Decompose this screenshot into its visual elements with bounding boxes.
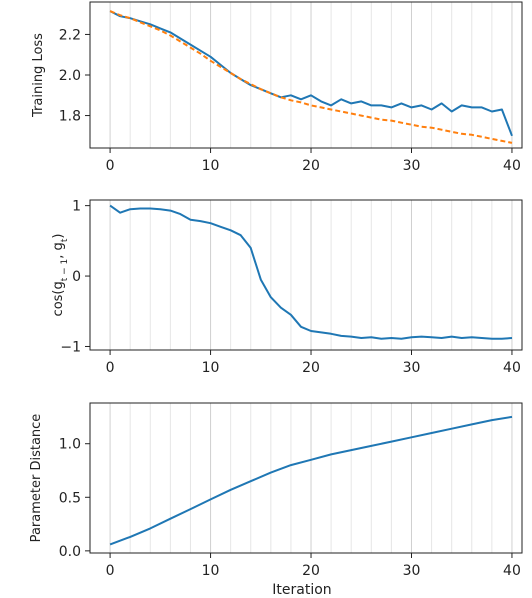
plot-frame — [89, 199, 523, 351]
series-line-0 — [109, 10, 513, 137]
y-tick-label: 2.2 — [59, 27, 81, 43]
y-tick-label: 0 — [72, 269, 81, 285]
y-tick-label: 1.8 — [59, 109, 81, 125]
y-tick-label: 1 — [72, 199, 81, 215]
x-tick-label: 10 — [202, 360, 220, 376]
y-tick-label: −1 — [60, 339, 81, 355]
y-axis-label: cos(gt − 1, gt) — [51, 234, 70, 317]
x-tick-label: 0 — [106, 360, 115, 376]
y-axis-label: Parameter Distance — [29, 414, 44, 543]
y-tick-label: 1.0 — [59, 437, 81, 453]
x-axis-label: Iteration — [272, 582, 331, 598]
x-tick-label: 30 — [403, 360, 421, 376]
x-tick-label: 30 — [403, 563, 421, 579]
series-line-1 — [109, 10, 513, 144]
plot-area — [90, 200, 522, 350]
x-tick-label: 20 — [302, 360, 320, 376]
x-tick-label: 0 — [106, 158, 115, 174]
y-axis-label: Training Loss — [31, 33, 46, 118]
x-tick-label: 40 — [503, 563, 521, 579]
training-loss-panel: 0 10 20 30 40 1.8 2.0 2.2 Training Loss — [31, 1, 523, 174]
y-tick-label: 0.0 — [59, 544, 81, 560]
x-tick-label: 30 — [403, 158, 421, 174]
x-tick-label: 40 — [503, 158, 521, 174]
gradient-cosine-panel: 0 10 20 30 40 −1 0 1 cos(gt − 1, gt) — [51, 199, 523, 376]
plot-frame — [89, 402, 523, 554]
x-tick-label: 10 — [202, 158, 220, 174]
y-tick-label: 2.0 — [59, 68, 81, 84]
x-tick-label: 40 — [503, 360, 521, 376]
series-line-0 — [109, 204, 513, 340]
parameter-distance-panel: 0 10 20 30 40 0.0 0.5 1.0 Parameter Distance Iter… — [29, 402, 523, 598]
plot-area — [90, 403, 522, 553]
plot-area — [90, 2, 522, 148]
series-line-0 — [109, 415, 513, 546]
x-tick-label: 20 — [302, 158, 320, 174]
y-tick-label: 0.5 — [59, 490, 81, 506]
x-tick-label: 0 — [106, 563, 115, 579]
x-tick-label: 10 — [202, 563, 220, 579]
x-tick-label: 20 — [302, 563, 320, 579]
